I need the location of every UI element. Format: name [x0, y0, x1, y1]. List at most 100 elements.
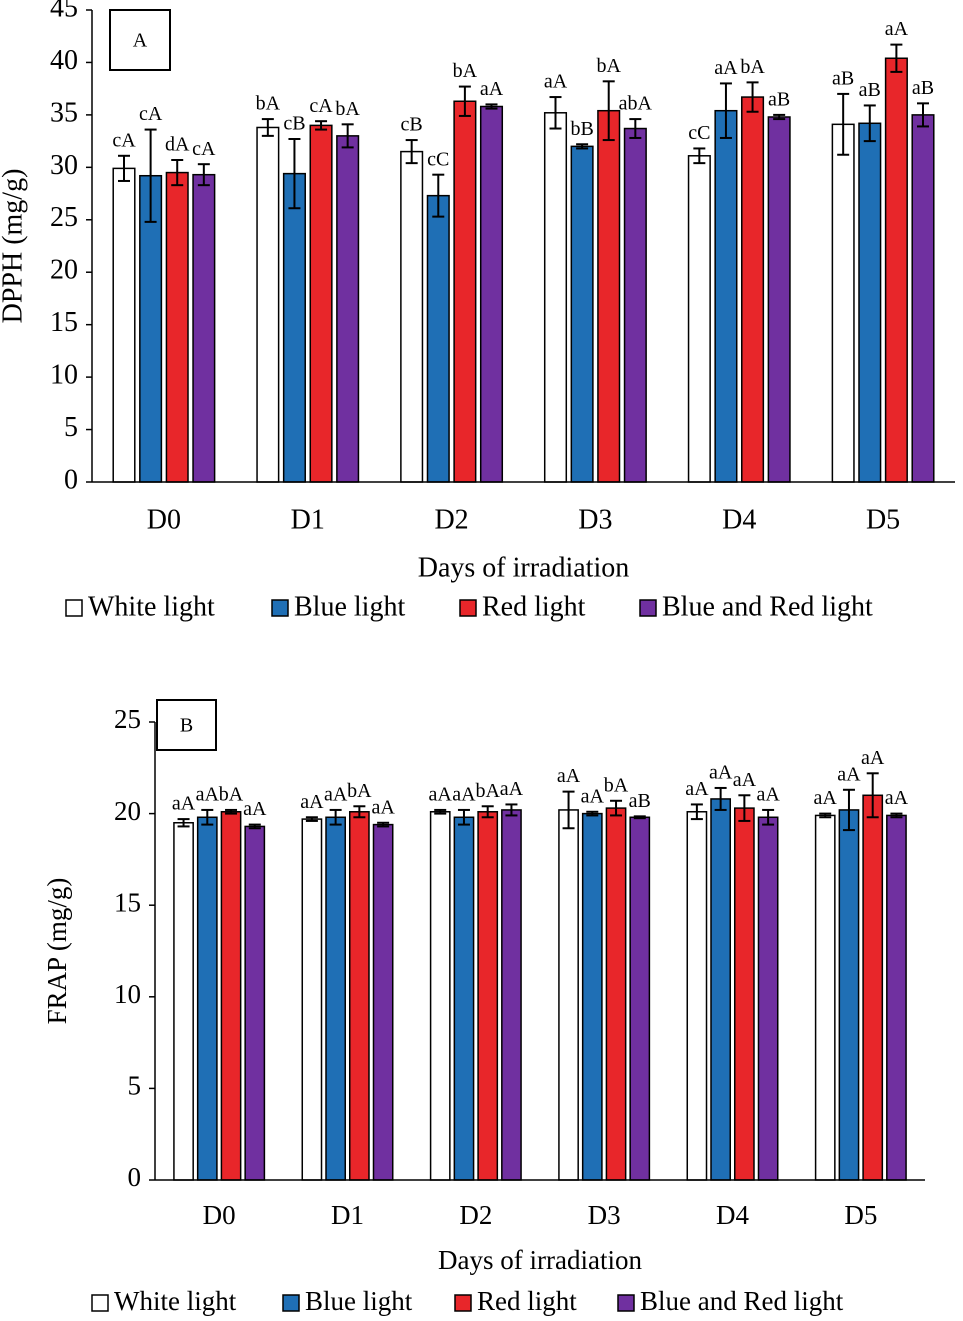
- significance-letter: aA: [885, 18, 909, 40]
- legend-swatch: [271, 599, 289, 617]
- error-bar: [890, 812, 903, 819]
- error-bar: [505, 803, 518, 817]
- x-tick-label: D5: [866, 504, 900, 535]
- x-tick-label: D0: [203, 1200, 236, 1230]
- panel-label-box: [156, 699, 217, 751]
- error-bar: [629, 118, 642, 139]
- error-bar: [576, 143, 589, 150]
- significance-letter: bA: [596, 55, 621, 77]
- bar: [196, 816, 218, 1181]
- y-tick-label: 20: [114, 796, 141, 826]
- significance-letter: aB: [859, 79, 881, 101]
- error-bar: [633, 815, 646, 820]
- legend-label: Blue and Red light: [662, 591, 873, 622]
- x-tick-label: D2: [434, 504, 468, 535]
- bar: [282, 172, 306, 483]
- legend-label: Blue and Red light: [640, 1286, 844, 1316]
- y-tick-label: 25: [114, 704, 141, 734]
- bar: [623, 127, 647, 483]
- panel-label: A: [133, 30, 148, 52]
- x-tick-label: D5: [844, 1200, 877, 1230]
- error-bar: [458, 85, 471, 117]
- bar: [597, 109, 621, 483]
- bar: [543, 112, 568, 483]
- bar: [741, 96, 765, 483]
- significance-letter: aA: [733, 769, 757, 791]
- error-bar: [842, 788, 855, 832]
- x-axis-label: Days of irradiation: [438, 1245, 642, 1275]
- error-bar: [773, 113, 786, 121]
- error-bar: [719, 82, 732, 139]
- y-tick-label: 30: [50, 150, 78, 181]
- x-tick-label: D3: [588, 1200, 621, 1230]
- significance-letter: bA: [347, 780, 372, 802]
- error-bar: [866, 772, 879, 819]
- bar: [477, 811, 499, 1181]
- significance-letter: aA: [714, 57, 738, 79]
- error-bar: [305, 816, 318, 822]
- significance-letter: aA: [172, 793, 196, 815]
- significance-letter: aA: [196, 784, 220, 806]
- error-bar: [714, 786, 727, 811]
- significance-letter: aA: [756, 784, 780, 806]
- bar: [348, 811, 370, 1181]
- legend-label: White light: [114, 1286, 237, 1316]
- error-bar: [261, 118, 274, 137]
- y-tick-label: 5: [64, 412, 78, 443]
- error-bar: [481, 805, 494, 819]
- error-bar: [610, 799, 623, 817]
- significance-letter: aB: [629, 790, 651, 812]
- significance-letter: cA: [112, 129, 136, 151]
- bar: [400, 150, 424, 483]
- error-bar: [405, 139, 418, 165]
- bar: [301, 818, 323, 1181]
- significance-letter: aA: [837, 763, 861, 785]
- bar: [429, 811, 451, 1181]
- significance-letter: aA: [429, 784, 453, 806]
- error-bar: [315, 120, 328, 131]
- significance-letter: cA: [139, 103, 163, 125]
- significance-letter: aA: [861, 747, 885, 769]
- y-tick-label: 15: [50, 307, 78, 338]
- legend-swatch: [639, 599, 657, 617]
- legend-swatch: [459, 599, 477, 617]
- significance-letter: bA: [740, 56, 765, 78]
- legend-swatch: [282, 1294, 300, 1312]
- y-tick-label: 10: [114, 979, 141, 1009]
- error-bar: [201, 808, 214, 826]
- x-tick-label: D4: [722, 504, 756, 535]
- x-tick-label: D0: [147, 504, 181, 535]
- bar: [372, 823, 394, 1181]
- error-bar: [197, 163, 210, 187]
- error-bar: [693, 147, 706, 165]
- bar: [192, 173, 216, 483]
- significance-letter: bA: [335, 98, 360, 120]
- error-bar: [225, 808, 238, 815]
- y-tick-label: 20: [50, 255, 78, 286]
- significance-letter: aA: [885, 787, 909, 809]
- x-tick-label: D1: [291, 504, 325, 535]
- significance-letter: aA: [544, 71, 568, 93]
- significance-letter: bA: [453, 60, 478, 82]
- y-axis-label: DPPH (mg/g): [0, 169, 28, 324]
- x-axis-label: Days of irradiation: [418, 552, 630, 583]
- legend-swatch: [454, 1294, 472, 1312]
- significance-letter: aB: [768, 88, 790, 110]
- bar: [453, 100, 477, 483]
- significance-letter: aA: [371, 796, 395, 818]
- legend-label: Blue light: [294, 591, 405, 622]
- bar: [814, 814, 836, 1181]
- bar: [220, 811, 242, 1181]
- significance-letter: aA: [557, 765, 581, 787]
- bar: [629, 816, 651, 1181]
- bar: [256, 126, 280, 483]
- bar: [686, 811, 708, 1181]
- y-tick-label: 15: [114, 887, 141, 917]
- error-bar: [434, 808, 447, 815]
- error-bar: [248, 823, 261, 830]
- bar: [884, 57, 908, 483]
- bar: [173, 822, 194, 1181]
- significance-letter: bA: [604, 774, 629, 796]
- y-tick-label: 45: [50, 0, 78, 23]
